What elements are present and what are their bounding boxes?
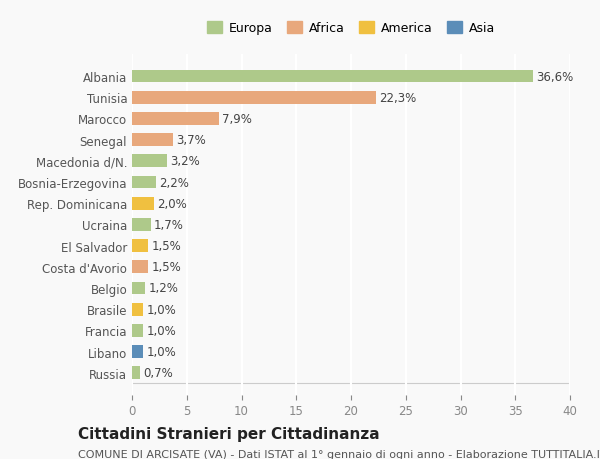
Text: 1,0%: 1,0%	[146, 303, 176, 316]
Text: 2,0%: 2,0%	[157, 197, 187, 210]
Text: 1,0%: 1,0%	[146, 345, 176, 358]
Bar	[132, 71, 533, 83]
Bar	[132, 346, 143, 358]
Text: 36,6%: 36,6%	[536, 70, 574, 84]
Bar	[132, 134, 173, 147]
Bar	[132, 218, 151, 231]
Legend: Europa, Africa, America, Asia: Europa, Africa, America, Asia	[202, 17, 500, 40]
Text: 1,2%: 1,2%	[148, 282, 178, 295]
Bar	[132, 176, 156, 189]
Bar	[132, 240, 148, 252]
Text: 2,2%: 2,2%	[160, 176, 189, 189]
Text: 7,9%: 7,9%	[222, 112, 251, 126]
Bar	[132, 113, 218, 125]
Text: 1,5%: 1,5%	[152, 240, 181, 252]
Bar	[132, 325, 143, 337]
Text: Cittadini Stranieri per Cittadinanza: Cittadini Stranieri per Cittadinanza	[78, 425, 380, 441]
Bar	[132, 155, 167, 168]
Bar	[132, 197, 154, 210]
Text: 3,2%: 3,2%	[170, 155, 200, 168]
Text: 0,7%: 0,7%	[143, 366, 173, 380]
Text: 3,7%: 3,7%	[176, 134, 206, 147]
Bar	[132, 282, 145, 295]
Text: 1,0%: 1,0%	[146, 324, 176, 337]
Bar	[132, 92, 376, 104]
Bar	[132, 303, 143, 316]
Text: 1,7%: 1,7%	[154, 218, 184, 231]
Text: 22,3%: 22,3%	[379, 91, 417, 105]
Text: COMUNE DI ARCISATE (VA) - Dati ISTAT al 1° gennaio di ogni anno - Elaborazione T: COMUNE DI ARCISATE (VA) - Dati ISTAT al …	[78, 449, 600, 459]
Bar	[132, 367, 140, 379]
Bar	[132, 261, 148, 274]
Text: 1,5%: 1,5%	[152, 261, 181, 274]
